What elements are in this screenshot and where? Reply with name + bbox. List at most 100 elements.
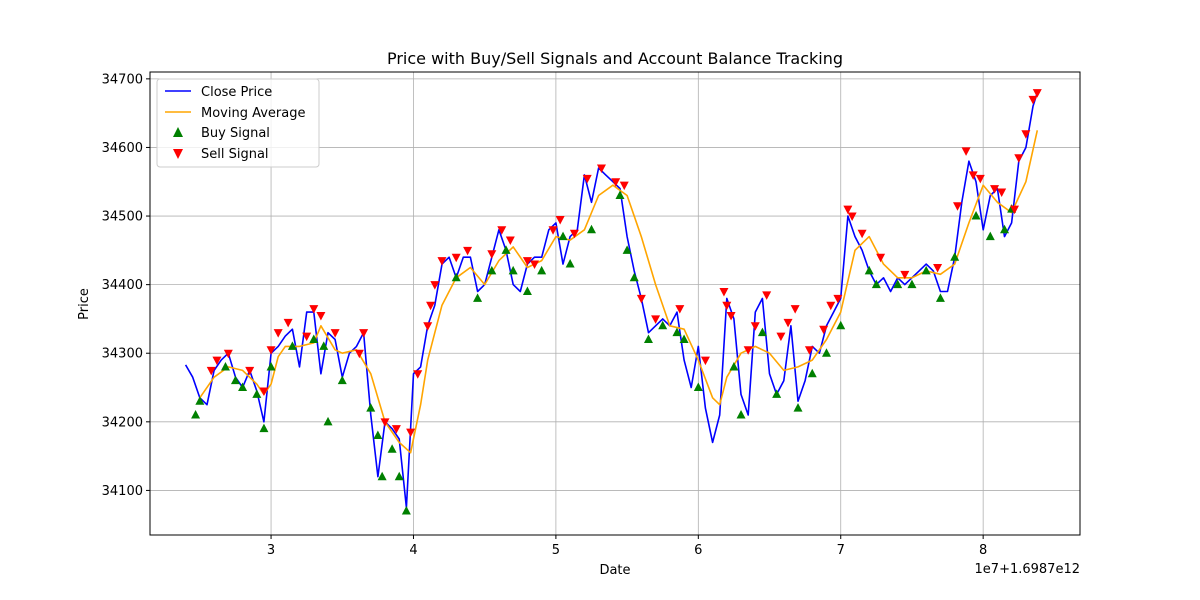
buy-signal-marker	[807, 368, 817, 378]
sell-signal-marker	[487, 250, 497, 259]
x-axis-offset-label: 1e7+1.6987e12	[975, 562, 1080, 577]
buy-signal-marker	[522, 286, 532, 295]
buy-signal-marker	[473, 293, 483, 302]
sell-signal-marker	[826, 301, 836, 311]
sell-signal-marker	[309, 305, 319, 314]
sell-signal-marker	[722, 301, 732, 311]
legend: Close Price Moving Average Buy Signal Se…	[156, 78, 320, 168]
sell-signal-marker	[675, 305, 685, 314]
buy-signal-marker	[693, 382, 703, 392]
buy-signal-marker	[373, 430, 383, 440]
buy-signal-marker	[921, 265, 931, 275]
sell-signal-marker	[997, 188, 1007, 198]
buy-signal-marker	[622, 245, 632, 254]
buy-signal-marker	[1000, 224, 1010, 234]
sell-signal-marker	[206, 366, 216, 376]
sell-signal-marker	[283, 318, 293, 328]
buy-signal-marker	[323, 416, 333, 426]
sell-signal-marker	[975, 174, 985, 184]
sell-signal-marker	[596, 164, 606, 174]
buy-signal-marker	[220, 361, 230, 371]
sell-signal-marker	[413, 370, 423, 379]
sell-signal-marker	[273, 329, 283, 338]
x-axis-label: Date	[599, 563, 630, 578]
buy-signal-marker	[893, 279, 903, 289]
buy-signal-marker	[266, 361, 276, 371]
sell-signal-marker	[380, 418, 390, 427]
buy-signal-marker	[337, 375, 347, 385]
buy-signal-marker	[757, 327, 767, 337]
sell-signal-marker	[423, 322, 433, 331]
buy-signal-marker	[287, 341, 297, 350]
sell-signal-marker	[700, 356, 710, 366]
sell-signal-marker	[843, 205, 853, 215]
sell-signal-marker	[953, 202, 963, 211]
legend-sell-label: Sell Signal	[201, 147, 269, 162]
sell-signal-marker	[857, 229, 867, 239]
buy-signal-marker	[195, 396, 205, 405]
buy-signal-marker	[935, 293, 945, 302]
sell-signal-marker	[1014, 154, 1024, 163]
y-axis-label: Price	[77, 288, 92, 320]
sell-signal-marker	[968, 171, 978, 180]
y-tick-label: 34200	[102, 415, 143, 430]
buy-signal-marker	[729, 361, 739, 371]
buy-signal-marker	[238, 382, 248, 392]
sell-signal-marker	[719, 287, 729, 297]
buy-signal-marker	[643, 334, 653, 344]
buy-signal-marker	[191, 409, 201, 419]
y-tick-label: 34400	[102, 278, 143, 293]
legend-close-label: Close Price	[201, 85, 272, 100]
sell-signal-marker	[1028, 95, 1038, 105]
sell-signal-marker	[223, 349, 233, 359]
buy-signal-marker	[772, 389, 782, 398]
y-tick-label: 34100	[102, 484, 143, 499]
plot-frame	[149, 71, 1081, 536]
sell-signal-marker	[876, 253, 886, 263]
sell-signal-marker	[548, 226, 558, 235]
buy-signal-marker	[259, 423, 269, 433]
sell-signal-marker	[497, 226, 507, 235]
sell-signal-marker	[961, 147, 971, 156]
x-tick-label: 4	[409, 543, 417, 558]
sell-signal-marker	[266, 346, 276, 355]
buy-signal-marker	[487, 265, 497, 275]
buy-signal-marker	[230, 375, 240, 385]
legend-ma-label: Moving Average	[201, 106, 305, 121]
y-tick-label: 34600	[102, 141, 143, 156]
sell-signal-marker	[430, 281, 440, 290]
buy-signal-marker	[836, 320, 846, 330]
buy-signal-marker	[366, 403, 376, 412]
buy-signal-marker	[871, 279, 881, 289]
buy-signal-marker	[319, 341, 329, 350]
sell-signal-marker	[406, 428, 416, 438]
sell-signal-marker	[804, 346, 814, 355]
buy-signal-marker	[537, 265, 547, 275]
buy-signal-marker	[451, 272, 461, 282]
y-tick-label: 34500	[102, 210, 143, 225]
sell-signal-marker	[530, 260, 540, 270]
buy-signal-marker	[252, 389, 262, 398]
sell-signal-marker	[651, 315, 661, 324]
x-tick-label: 3	[267, 543, 275, 558]
buy-signal-marker	[565, 259, 575, 268]
sell-signal-marker	[990, 185, 1000, 194]
sell-signal-marker	[359, 329, 369, 338]
x-tick-label: 6	[694, 543, 702, 558]
buy-signal-marker	[508, 265, 518, 275]
sell-signal-marker	[212, 356, 222, 366]
sell-signal-marker	[790, 305, 800, 314]
buy-signal-marker	[394, 471, 404, 481]
sell-signal-marker	[302, 332, 312, 342]
sell-signal-marker	[569, 229, 579, 239]
buy-signal-marker	[615, 190, 625, 199]
sell-signal-marker	[1009, 205, 1019, 215]
buy-signal-marker	[558, 231, 568, 241]
buy-signal-marker	[501, 245, 511, 254]
sell-signal-marker	[437, 257, 447, 266]
buy-signal-marker	[309, 334, 319, 344]
sell-signal-marker	[833, 294, 843, 304]
buy-signal-marker	[985, 231, 995, 241]
buy-signal-marker	[793, 403, 803, 412]
